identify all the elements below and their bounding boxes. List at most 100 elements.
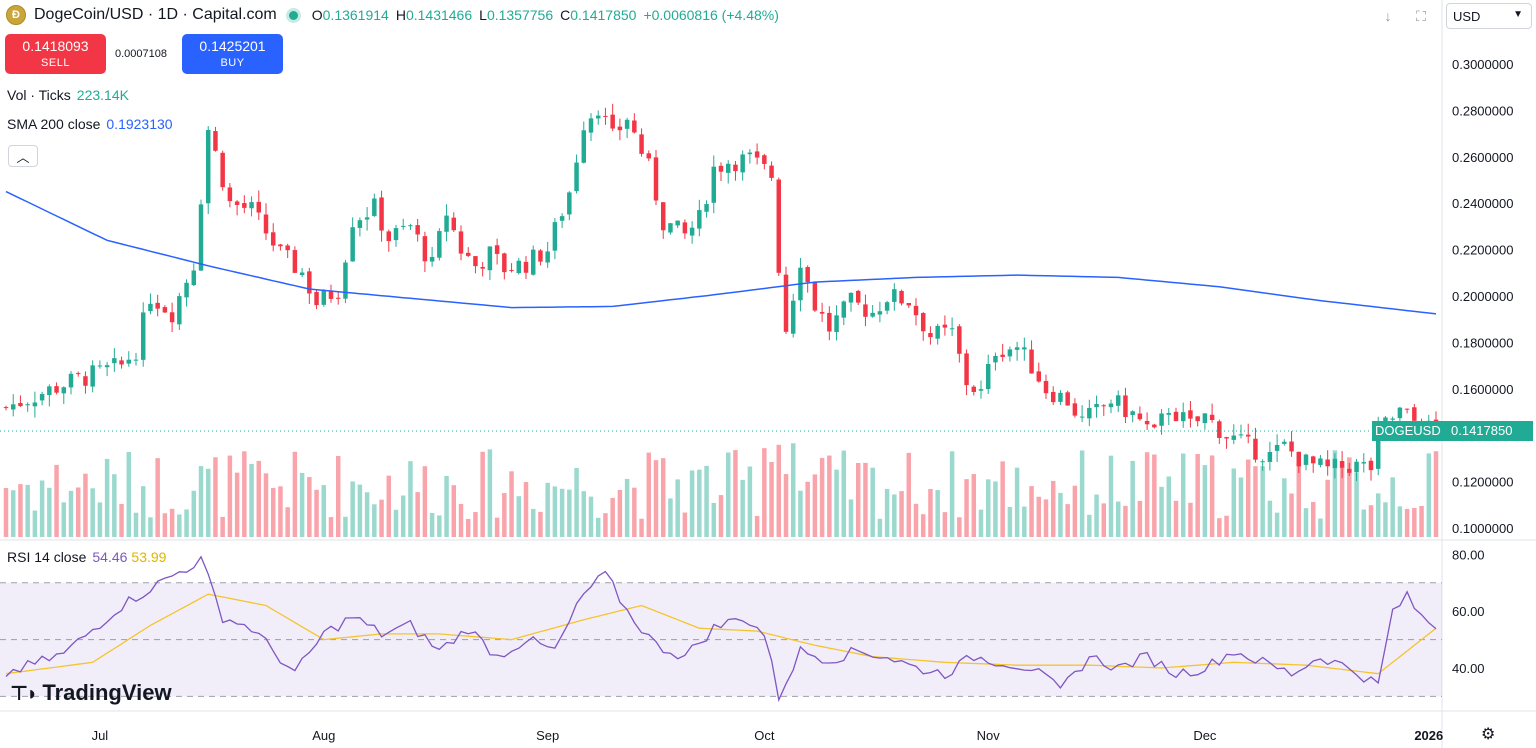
volume-bar: [1043, 499, 1049, 537]
candle-body: [913, 305, 919, 316]
rsi-value: 54.46: [92, 549, 128, 565]
volume-bar: [827, 455, 832, 537]
candle-body: [1152, 424, 1157, 428]
volume-bar: [444, 476, 449, 537]
candle-body: [343, 262, 348, 299]
volume-bar: [451, 485, 457, 537]
volume-bar: [25, 484, 30, 537]
volume-bar: [1152, 454, 1157, 537]
candle-body: [610, 114, 615, 129]
volume-bar: [343, 516, 348, 537]
volume-bar: [509, 471, 514, 537]
volume-legend[interactable]: Vol · Ticks 223.14K: [7, 87, 129, 103]
candle-body: [1072, 403, 1078, 416]
volume-bar: [1274, 512, 1280, 537]
volume-bar: [357, 484, 363, 537]
candle-body: [61, 387, 67, 394]
candle-body: [509, 270, 514, 272]
download-icon[interactable]: ↓: [1384, 8, 1392, 24]
volume-bar: [234, 472, 240, 537]
candle-body: [234, 201, 240, 205]
candle-body: [1368, 460, 1374, 471]
candle-body: [148, 303, 153, 312]
volume-bar: [140, 486, 146, 537]
volume-bar: [415, 492, 420, 537]
volume-bar: [682, 512, 688, 537]
candle-body: [1166, 412, 1172, 415]
symbol-title[interactable]: DogeCoin/USD · 1D · Capital.com: [34, 6, 277, 23]
volume-bar: [1115, 501, 1121, 537]
candle-body: [400, 225, 406, 227]
candle-body: [530, 249, 536, 275]
candle-body: [639, 134, 644, 154]
candle-body: [83, 376, 88, 386]
volume-bar: [1072, 485, 1078, 537]
volume-bar: [1339, 466, 1345, 537]
volume-bar: [899, 491, 904, 537]
candle-body: [747, 152, 753, 155]
volume-bar: [1123, 505, 1128, 537]
time-tick-label: Aug: [312, 728, 335, 743]
volume-bar: [249, 463, 254, 537]
candle-body: [1050, 391, 1056, 403]
volume-bar: [502, 493, 507, 537]
gear-icon[interactable]: ⚙: [1481, 726, 1496, 743]
candle-body: [949, 328, 955, 330]
volume-bar: [884, 488, 890, 537]
candle-body: [1123, 395, 1128, 418]
candle-body: [1159, 413, 1164, 426]
volume-bar: [1419, 505, 1424, 537]
dogecoin-icon: Ð: [6, 5, 26, 25]
candle-body: [754, 151, 760, 158]
volume-bar: [1022, 506, 1027, 537]
volume-bar: [971, 474, 977, 537]
time-tick-label: 2026: [1414, 728, 1443, 743]
currency-select[interactable]: USD ▼: [1446, 3, 1532, 29]
candle-body: [1079, 416, 1085, 418]
candle-body: [1260, 461, 1265, 463]
volume-bar: [957, 517, 962, 537]
volume-bar: [1296, 462, 1302, 537]
volume-bar: [1079, 450, 1085, 537]
volume-bar: [1368, 505, 1374, 537]
volume-bar: [660, 458, 666, 537]
candle-body: [249, 202, 254, 209]
sell-button[interactable]: 0.1418093 SELL: [5, 34, 106, 74]
candle-body: [90, 365, 95, 387]
volume-bar: [1065, 504, 1070, 537]
collapse-legend-button[interactable]: ︿: [8, 145, 38, 167]
volume-bar: [1144, 452, 1150, 537]
volume-bar: [61, 502, 67, 537]
candle-body: [1361, 462, 1367, 464]
candle-body: [1043, 380, 1049, 394]
candle-body: [184, 282, 189, 298]
volume-bar: [848, 499, 854, 537]
rsi-legend[interactable]: RSI 14 close 54.46 53.99: [7, 549, 166, 565]
volume-bar: [372, 504, 377, 537]
candle-body: [834, 315, 839, 332]
candle-body: [494, 245, 500, 254]
buy-button[interactable]: 0.1425201 BUY: [182, 34, 283, 74]
volume-bar: [653, 460, 659, 537]
candle-body: [480, 267, 485, 269]
candle-body: [386, 231, 392, 242]
price-tick-label: 0.2800000: [1452, 103, 1513, 118]
volume-bar: [437, 515, 442, 537]
volume-bar: [523, 482, 529, 537]
tradingview-logo[interactable]: ⊤◗ TradingView: [10, 680, 172, 706]
rsi-ma-line: [5, 593, 1437, 675]
volume-bar: [1404, 508, 1410, 537]
volume-bar: [1267, 500, 1273, 537]
candle-body: [1397, 407, 1403, 419]
volume-bar: [632, 487, 637, 537]
candle-body: [119, 360, 124, 365]
volume-bar: [841, 450, 847, 537]
sma-legend[interactable]: SMA 200 close 0.1923130: [7, 116, 173, 132]
tradingview-logo-icon: ⊤◗: [10, 682, 38, 705]
volume-bar: [993, 481, 998, 537]
fullscreen-icon[interactable]: ⛶: [1416, 8, 1426, 24]
candle-body: [538, 250, 543, 262]
candle-body: [877, 311, 883, 315]
volume-bar: [68, 490, 74, 537]
